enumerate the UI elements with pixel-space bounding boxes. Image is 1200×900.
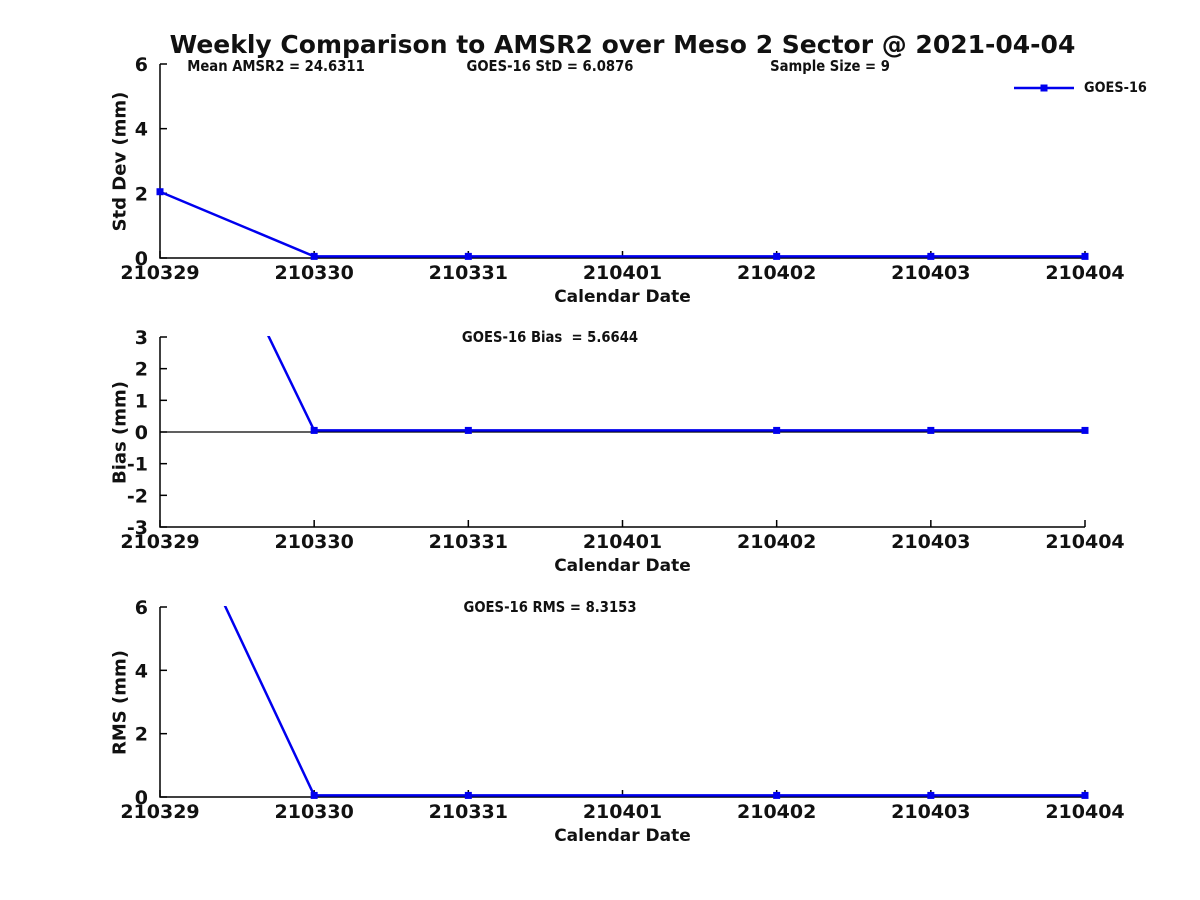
x-tick-label: 210330 <box>275 531 354 553</box>
y-tick-label: 0 <box>135 422 148 444</box>
subplot-1: -3 -2 -1 0 1 2 3 210329 210330 210331 210401 210402… <box>120 327 1124 553</box>
data-point-marker <box>310 426 318 434</box>
data-point-marker <box>927 426 935 434</box>
x-tick-label: 210404 <box>1045 262 1124 284</box>
data-point-marker <box>773 791 781 799</box>
y-axis-label-rms: RMS (mm) <box>109 650 131 755</box>
x-tick-label: 210402 <box>737 531 816 553</box>
data-point-marker <box>310 252 318 260</box>
y-tick-label: 4 <box>135 119 148 141</box>
subplot-2: 0 2 4 6 210329 210330 210331 210401 210402 210403… <box>120 597 1124 823</box>
y-tick-label: 4 <box>135 660 148 682</box>
legend-label: GOES-16 <box>1084 80 1147 96</box>
y-tick-label: 0 <box>135 787 148 809</box>
x-tick-label: 210331 <box>429 531 508 553</box>
data-point-marker <box>773 426 781 434</box>
x-tick-label: 210401 <box>583 531 662 553</box>
annotation-goes16-std: GOES-16 StD = 6.0876 <box>466 57 634 75</box>
data-point-marker <box>464 252 472 260</box>
x-tick-label: 210404 <box>1045 531 1124 553</box>
x-tick-label: 210402 <box>737 262 816 284</box>
annotation-sample-size: Sample Size = 9 <box>770 57 890 75</box>
x-tick-label: 210401 <box>583 262 662 284</box>
marker-group <box>156 188 1089 260</box>
y-tick-label: 0 <box>135 248 148 270</box>
y-tick-label: 2 <box>135 359 148 381</box>
x-axis-label-1: Calendar Date <box>554 287 691 307</box>
y-tick-label: 6 <box>135 597 148 619</box>
data-point-marker <box>310 791 318 799</box>
x-tick-label: 210329 <box>120 801 199 823</box>
figure-title: Weekly Comparison to AMSR2 over Meso 2 S… <box>169 30 1076 59</box>
line-series <box>223 606 1085 797</box>
data-point-marker <box>156 188 164 196</box>
x-tick-label: 210403 <box>891 262 970 284</box>
x-tick-label: 210331 <box>429 801 508 823</box>
y-tick-label: 2 <box>135 183 148 205</box>
legend: GOES-16 <box>1012 80 1152 96</box>
data-point-marker <box>927 252 935 260</box>
data-point-marker <box>927 791 935 799</box>
x-tick-label: 210401 <box>583 801 662 823</box>
subplot-0: 0 2 4 6 210329 210330 210331 210401 210402 210403… <box>120 54 1124 284</box>
y-tick-label: 6 <box>135 54 148 76</box>
x-tick-label: 210329 <box>120 531 199 553</box>
y-tick-label: -1 <box>127 454 148 476</box>
data-point-marker <box>464 791 472 799</box>
annotation-goes16-rms: GOES-16 RMS = 8.3153 <box>463 598 637 616</box>
data-point-marker <box>464 426 472 434</box>
axis <box>159 64 1085 259</box>
x-tick-label: 210404 <box>1045 801 1124 823</box>
x-tick-label: 210403 <box>891 531 970 553</box>
data-point-marker <box>1081 426 1089 434</box>
y-axis-label-stddev: Std Dev (mm) <box>109 91 131 232</box>
x-tick-label: 210330 <box>275 801 354 823</box>
x-axis-label-3: Calendar Date <box>554 826 691 846</box>
data-point-marker <box>1081 791 1089 799</box>
axis <box>159 607 1085 798</box>
y-tick-label: 2 <box>135 724 148 746</box>
y-tick-label: -2 <box>127 485 148 507</box>
x-tick-label: 210331 <box>429 262 508 284</box>
y-tick-label: 3 <box>135 327 148 349</box>
data-point-marker <box>773 252 781 260</box>
line-series <box>267 336 1085 432</box>
data-point-marker <box>1081 252 1089 260</box>
y-axis-label-bias: Bias (mm) <box>109 381 131 484</box>
x-tick-label: 210329 <box>120 262 199 284</box>
annotation-goes16-bias: GOES-16 Bias = 5.6644 <box>461 328 639 346</box>
line-series <box>159 190 1085 258</box>
annotation-mean-amsr2: Mean AMSR2 = 24.6311 <box>187 57 365 75</box>
x-tick-label: 210403 <box>891 801 970 823</box>
marker-group <box>310 791 1089 799</box>
x-tick-label: 210402 <box>737 801 816 823</box>
x-axis-label-2: Calendar Date <box>554 556 691 576</box>
marker-group <box>310 426 1089 434</box>
y-tick-label: 1 <box>135 390 148 412</box>
x-tick-label: 210330 <box>275 262 354 284</box>
y-tick-label: -3 <box>127 517 148 539</box>
legend-line-sample-icon <box>1014 84 1074 92</box>
